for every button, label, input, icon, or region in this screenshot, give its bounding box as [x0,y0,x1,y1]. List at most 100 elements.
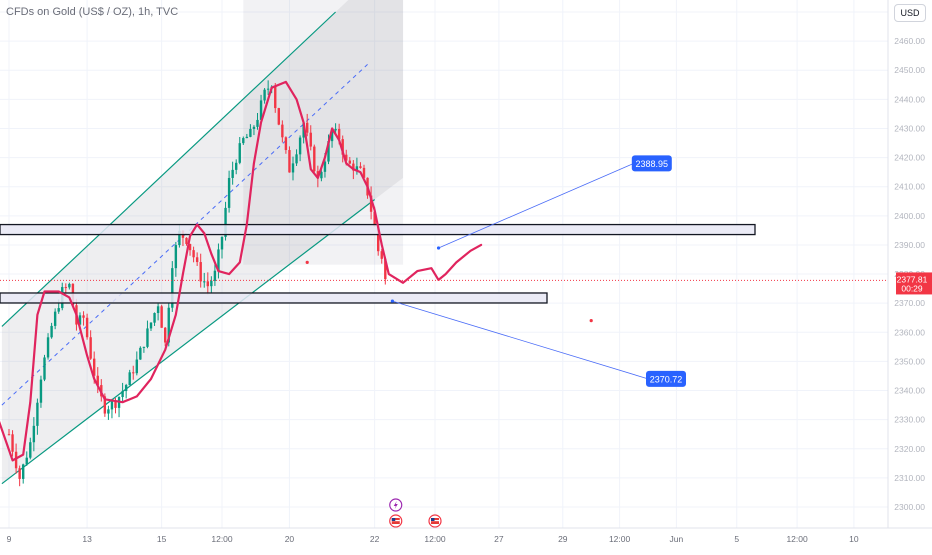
candle-body [327,141,330,162]
candle [313,144,316,173]
marker-dot [305,260,309,265]
candle [18,465,21,487]
candle [281,120,284,143]
candle [306,113,309,137]
candle-body [46,337,50,358]
candle-body [284,137,288,151]
candle-body [39,379,43,403]
candle-body [384,258,387,280]
candle-body [373,211,376,227]
channel-upper-line [1,11,337,327]
candle-body [149,322,153,329]
candle [7,428,11,436]
time-tick-label: 12:00 [424,534,446,544]
candle-body [238,143,241,163]
candle [217,243,220,279]
candle-body [192,250,195,258]
candle [227,170,231,213]
candle-body [85,317,89,338]
candle [295,149,298,166]
candle [291,156,295,181]
candle-body [256,119,259,127]
candle [284,136,288,154]
price-tick-label: 2300.00 [894,502,925,512]
candle [359,162,362,169]
candle-body [36,402,39,426]
time-tick-label: 15 [157,534,167,544]
time-tick-label: 29 [558,534,568,544]
candle-body [107,409,110,414]
candle [25,451,28,466]
grid-lines [0,0,888,528]
candle-body [295,154,298,164]
candle [82,311,85,326]
candle-body [306,122,309,133]
candle [309,125,312,151]
candle [46,333,50,360]
candle [160,304,163,328]
current-price-countdown: 00:29 [901,283,923,293]
candle [139,346,142,360]
candle [185,237,188,246]
candle [156,303,160,321]
currency-button[interactable]: USD [894,4,926,22]
candle [50,322,53,339]
candle [153,312,156,326]
candle [68,282,71,290]
candle-body [103,396,107,414]
candle-body [359,166,362,168]
candle [117,396,121,418]
price-tick-label: 2310.00 [894,473,925,483]
flag-canton [391,518,396,521]
candle-body [132,372,135,374]
time-tick-label: 12:00 [786,534,808,544]
time-axis: 9 13 15 12:00 20 22 12:00 27 29 12:00 Jun 5 12:00 10 [0,527,932,550]
candle [213,262,217,286]
candle-body [210,280,213,287]
time-tick-label: 27 [494,534,504,544]
candle-body [114,401,117,408]
time-tick-label: 22 [370,534,380,544]
time-tick-label: 12:00 [609,534,631,544]
candle-body [96,375,99,386]
candle [164,326,167,347]
candle [11,430,14,457]
time-tick-label: 9 [7,534,12,544]
callout-line [438,163,634,249]
price-tick-label: 2450.00 [894,65,925,75]
candle-body [82,315,85,318]
price-tick-label: 2360.00 [894,327,925,337]
price-tick-label: 2390.00 [894,240,925,250]
candle-body [29,442,32,458]
candle [29,437,32,460]
symbol-title: CFDs on Gold (US$ / OZ), 1h, TVC [6,6,179,18]
time-tick-label: 12:00 [211,534,233,544]
current-price-badge [896,272,932,295]
candle-body [252,126,256,129]
candle-body [68,283,71,288]
candle [348,156,351,165]
candle-body [22,464,25,479]
candle-body [259,100,263,120]
candle-body [355,166,359,171]
zone-support [0,292,548,304]
candle [369,186,373,220]
price-axis-bg [888,0,932,528]
candle-body [43,357,46,380]
candle-body [377,226,380,252]
candle [39,375,43,408]
candle [334,123,337,134]
candle [32,417,36,452]
candle-body [217,249,220,271]
candle-body [345,154,348,161]
flag-canton [431,518,435,521]
candle-body [320,171,323,179]
time-tick-label: 10 [849,534,859,544]
candle-body [32,425,36,443]
candle-body [291,163,295,173]
price-tick-label: 2460.00 [894,36,925,46]
price-tick-label: 2350.00 [894,356,925,366]
price-tick-label: 2320.00 [894,444,925,454]
